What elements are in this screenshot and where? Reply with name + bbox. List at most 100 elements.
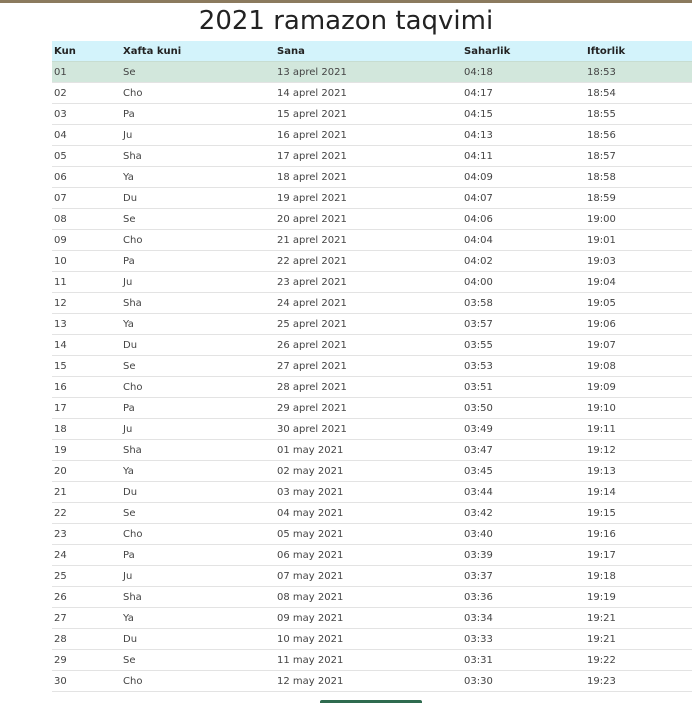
- table-row: 17 Pa 29 aprel 2021 03:50 19:10: [52, 397, 692, 419]
- cell-saharlik: 04:09: [462, 166, 585, 188]
- cell-weekday: Ya: [121, 460, 275, 482]
- table-row: 24 Pa 06 may 2021 03:39 19:17: [52, 544, 692, 566]
- cell-day: 07: [52, 187, 121, 209]
- cell-iftorlik: 19:11: [585, 418, 692, 440]
- cell-day: 09: [52, 229, 121, 251]
- cell-saharlik: 03:51: [462, 376, 585, 398]
- cell-iftorlik: 19:17: [585, 544, 692, 566]
- cell-weekday: Cho: [121, 376, 275, 398]
- cell-date: 19 aprel 2021: [275, 187, 462, 209]
- table-row: 09 Cho 21 aprel 2021 04:04 19:01: [52, 229, 692, 251]
- table-row: 21 Du 03 may 2021 03:44 19:14: [52, 481, 692, 503]
- header-day: Kun: [52, 41, 121, 62]
- table-row: 14 Du 26 aprel 2021 03:55 19:07: [52, 334, 692, 356]
- cell-day: 14: [52, 334, 121, 356]
- cell-saharlik: 04:15: [462, 103, 585, 125]
- table-row: 19 Sha 01 may 2021 03:47 19:12: [52, 439, 692, 461]
- cell-day: 17: [52, 397, 121, 419]
- cell-saharlik: 03:45: [462, 460, 585, 482]
- cell-iftorlik: 19:21: [585, 628, 692, 650]
- table-row: 20 Ya 02 may 2021 03:45 19:13: [52, 460, 692, 482]
- cell-day: 03: [52, 103, 121, 125]
- cell-date: 27 aprel 2021: [275, 355, 462, 377]
- table-row: 05 Sha 17 aprel 2021 04:11 18:57: [52, 145, 692, 167]
- table-body: 01 Se 13 aprel 2021 04:18 18:53 02 Cho 14 aprel…: [52, 61, 692, 692]
- table-row: 04 Ju 16 aprel 2021 04:13 18:56: [52, 124, 692, 146]
- cell-saharlik: 03:47: [462, 439, 585, 461]
- cell-saharlik: 03:40: [462, 523, 585, 545]
- cell-iftorlik: 19:05: [585, 292, 692, 314]
- cell-saharlik: 04:17: [462, 82, 585, 104]
- cell-saharlik: 04:04: [462, 229, 585, 251]
- cell-iftorlik: 19:00: [585, 208, 692, 230]
- cell-iftorlik: 19:18: [585, 565, 692, 587]
- cell-weekday: Pa: [121, 103, 275, 125]
- cell-date: 12 may 2021: [275, 670, 462, 692]
- cell-iftorlik: 19:23: [585, 670, 692, 692]
- table-row: 01 Se 13 aprel 2021 04:18 18:53: [52, 61, 692, 83]
- table-row: 29 Se 11 may 2021 03:31 19:22: [52, 649, 692, 671]
- cell-iftorlik: 19:03: [585, 250, 692, 272]
- cell-iftorlik: 19:15: [585, 502, 692, 524]
- cell-date: 28 aprel 2021: [275, 376, 462, 398]
- cell-date: 01 may 2021: [275, 439, 462, 461]
- cell-iftorlik: 18:56: [585, 124, 692, 146]
- cell-day: 12: [52, 292, 121, 314]
- cell-day: 26: [52, 586, 121, 608]
- cell-weekday: Ju: [121, 124, 275, 146]
- table-row: 06 Ya 18 aprel 2021 04:09 18:58: [52, 166, 692, 188]
- footer-button[interactable]: [320, 700, 422, 703]
- cell-saharlik: 04:07: [462, 187, 585, 209]
- cell-day: 25: [52, 565, 121, 587]
- cell-iftorlik: 18:55: [585, 103, 692, 125]
- cell-weekday: Du: [121, 187, 275, 209]
- page-title: 2021 ramazon taqvimi: [198, 6, 494, 36]
- cell-saharlik: 03:57: [462, 313, 585, 335]
- cell-weekday: Pa: [121, 544, 275, 566]
- table-row: 02 Cho 14 aprel 2021 04:17 18:54: [52, 82, 692, 104]
- table-row: 07 Du 19 aprel 2021 04:07 18:59: [52, 187, 692, 209]
- cell-iftorlik: 19:01: [585, 229, 692, 251]
- cell-saharlik: 03:36: [462, 586, 585, 608]
- cell-day: 19: [52, 439, 121, 461]
- header-iftorlik: Iftorlik: [585, 41, 692, 62]
- cell-saharlik: 04:02: [462, 250, 585, 272]
- cell-date: 02 may 2021: [275, 460, 462, 482]
- table-row: 16 Cho 28 aprel 2021 03:51 19:09: [52, 376, 692, 398]
- table-header-row: Kun Xafta kuni Sana Saharlik Iftorlik: [52, 41, 692, 62]
- cell-day: 29: [52, 649, 121, 671]
- header-weekday: Xafta kuni: [121, 41, 275, 62]
- cell-saharlik: 03:55: [462, 334, 585, 356]
- cell-saharlik: 03:44: [462, 481, 585, 503]
- cell-iftorlik: 19:10: [585, 397, 692, 419]
- cell-date: 18 aprel 2021: [275, 166, 462, 188]
- cell-saharlik: 03:33: [462, 628, 585, 650]
- cell-date: 30 aprel 2021: [275, 418, 462, 440]
- cell-weekday: Ju: [121, 418, 275, 440]
- cell-saharlik: 04:11: [462, 145, 585, 167]
- cell-date: 20 aprel 2021: [275, 208, 462, 230]
- cell-saharlik: 03:53: [462, 355, 585, 377]
- cell-date: 21 aprel 2021: [275, 229, 462, 251]
- cell-saharlik: 03:30: [462, 670, 585, 692]
- cell-iftorlik: 19:22: [585, 649, 692, 671]
- cell-day: 02: [52, 82, 121, 104]
- cell-weekday: Du: [121, 481, 275, 503]
- cell-date: 17 aprel 2021: [275, 145, 462, 167]
- cell-day: 16: [52, 376, 121, 398]
- cell-weekday: Se: [121, 502, 275, 524]
- cell-date: 14 aprel 2021: [275, 82, 462, 104]
- cell-saharlik: 04:13: [462, 124, 585, 146]
- cell-saharlik: 03:31: [462, 649, 585, 671]
- cell-weekday: Cho: [121, 670, 275, 692]
- cell-iftorlik: 18:54: [585, 82, 692, 104]
- cell-weekday: Se: [121, 649, 275, 671]
- cell-iftorlik: 18:57: [585, 145, 692, 167]
- cell-weekday: Se: [121, 355, 275, 377]
- cell-weekday: Ya: [121, 166, 275, 188]
- cell-weekday: Sha: [121, 439, 275, 461]
- cell-day: 28: [52, 628, 121, 650]
- cell-iftorlik: 19:09: [585, 376, 692, 398]
- cell-day: 13: [52, 313, 121, 335]
- cell-weekday: Ya: [121, 313, 275, 335]
